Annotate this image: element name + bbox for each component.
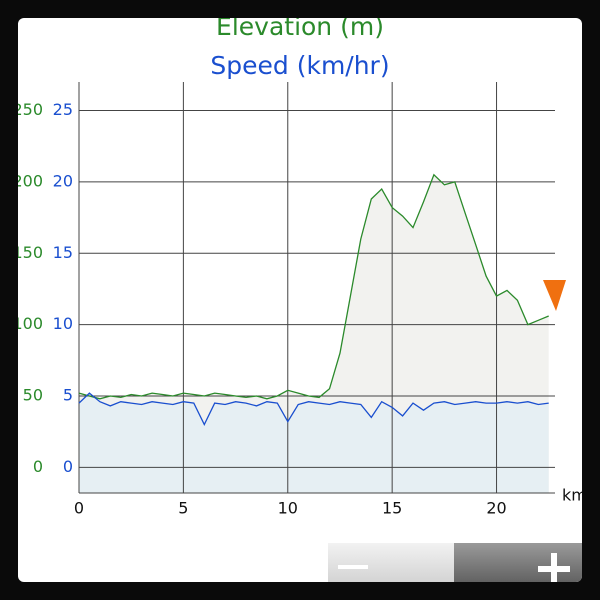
zoom-in-button[interactable]: [454, 543, 584, 588]
plus-icon: [551, 553, 557, 582]
chart-title: Elevation (m): [216, 12, 384, 41]
y-tick-label: 150: [12, 243, 43, 262]
series-area: [79, 393, 549, 493]
minus-icon: [338, 565, 368, 569]
y2-tick-label: 15: [53, 243, 73, 262]
x-tick-label: 15: [382, 499, 402, 518]
x-tick-label: 0: [74, 499, 84, 518]
screen: Elevation (m) Speed (km/hr) 050100150200…: [12, 12, 587, 588]
y-tick-label: 200: [12, 171, 43, 190]
y2-tick-label: 20: [53, 171, 73, 190]
y-tick-label: 50: [23, 385, 43, 404]
y-tick-label: 100: [12, 314, 43, 333]
y-tick-label: 250: [12, 100, 43, 119]
chart-subtitle: Speed (km/hr): [210, 51, 389, 80]
y2-tick-label: 25: [53, 100, 73, 119]
series-line: [78, 173, 549, 400]
y2-tick-label: 5: [63, 385, 73, 404]
x-tick-label: 10: [278, 499, 298, 518]
y-tick-label: 0: [33, 457, 43, 476]
y2-tick-label: 10: [53, 314, 73, 333]
x-tick-label: 20: [486, 499, 506, 518]
y2-tick-label: 0: [63, 457, 73, 476]
series-line: [78, 392, 549, 426]
x-tick-label: 5: [178, 499, 188, 518]
position-marker: [543, 280, 566, 311]
x-axis-label: km: [562, 486, 587, 505]
zoom-out-button[interactable]: [328, 543, 454, 588]
